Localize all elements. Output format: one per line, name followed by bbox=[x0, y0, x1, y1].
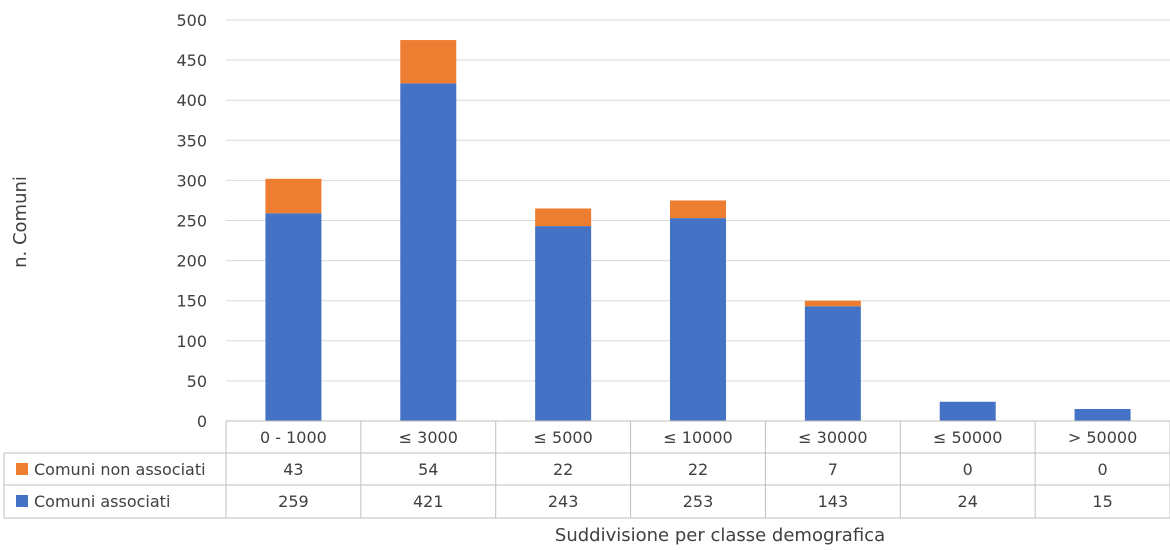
data-label: 22 bbox=[688, 460, 708, 479]
y-tick-label: 100 bbox=[176, 332, 207, 351]
bar-associati bbox=[804, 306, 861, 421]
x-tick-label: ≤ 10000 bbox=[663, 428, 732, 447]
data-label: 421 bbox=[413, 492, 444, 511]
data-label: 253 bbox=[683, 492, 714, 511]
data-label: 143 bbox=[818, 492, 849, 511]
data-label: 24 bbox=[958, 492, 978, 511]
data-label: 0 bbox=[963, 460, 973, 479]
x-tick-label: 0 - 1000 bbox=[260, 428, 327, 447]
y-tick-label: 500 bbox=[176, 11, 207, 30]
y-tick-label: 300 bbox=[176, 171, 207, 190]
x-tick-label: ≤ 50000 bbox=[933, 428, 1002, 447]
y-tick-label: 50 bbox=[187, 372, 207, 391]
legend-label: Comuni non associati bbox=[34, 460, 206, 479]
y-tick-label: 250 bbox=[176, 212, 207, 231]
y-axis-title: n. Comuni bbox=[10, 176, 31, 268]
data-label: 259 bbox=[278, 492, 309, 511]
bar-associati bbox=[535, 226, 592, 421]
y-tick-label: 400 bbox=[176, 91, 207, 110]
data-label: 54 bbox=[418, 460, 438, 479]
data-label: 22 bbox=[553, 460, 573, 479]
y-axis-ticks: 0 50 100 150 200 250 300 350 400 450 500 bbox=[176, 11, 207, 431]
bar-associati bbox=[670, 218, 726, 421]
data-label: 15 bbox=[1092, 492, 1112, 511]
bar-non-associati bbox=[265, 178, 322, 214]
bar-non-associati bbox=[670, 200, 726, 219]
x-tick-label: ≤ 30000 bbox=[798, 428, 867, 447]
bar-non-associati bbox=[535, 208, 592, 227]
data-label: 0 bbox=[1097, 460, 1107, 479]
bar-associati bbox=[939, 401, 996, 421]
bar-associati bbox=[265, 213, 322, 421]
data-table: 0 - 1000 ≤ 3000 ≤ 5000 ≤ 10000 ≤ 30000 ≤ 5000… bbox=[3, 420, 1170, 519]
bar-non-associati bbox=[804, 300, 861, 307]
y-tick-label: 200 bbox=[176, 252, 207, 271]
y-tick-label: 150 bbox=[176, 292, 207, 311]
x-tick-label: ≤ 3000 bbox=[399, 428, 458, 447]
data-label: 243 bbox=[548, 492, 579, 511]
legend-label: Comuni associati bbox=[34, 492, 170, 511]
x-tick-label: ≤ 5000 bbox=[534, 428, 593, 447]
x-tick-label: > 50000 bbox=[1068, 428, 1137, 447]
x-axis-title: Suddivisione per classe demografica bbox=[555, 525, 885, 546]
bar-non-associati bbox=[400, 40, 457, 84]
bar-associati bbox=[400, 83, 457, 421]
bar-associati bbox=[1074, 408, 1131, 421]
data-label: 7 bbox=[828, 460, 838, 479]
y-tick-label: 350 bbox=[176, 131, 207, 150]
y-tick-label: 0 bbox=[197, 412, 207, 431]
data-label: 43 bbox=[283, 460, 303, 479]
legend-swatch bbox=[16, 463, 28, 475]
y-tick-label: 450 bbox=[176, 51, 207, 70]
bars bbox=[265, 40, 1131, 421]
legend-swatch bbox=[16, 495, 28, 507]
